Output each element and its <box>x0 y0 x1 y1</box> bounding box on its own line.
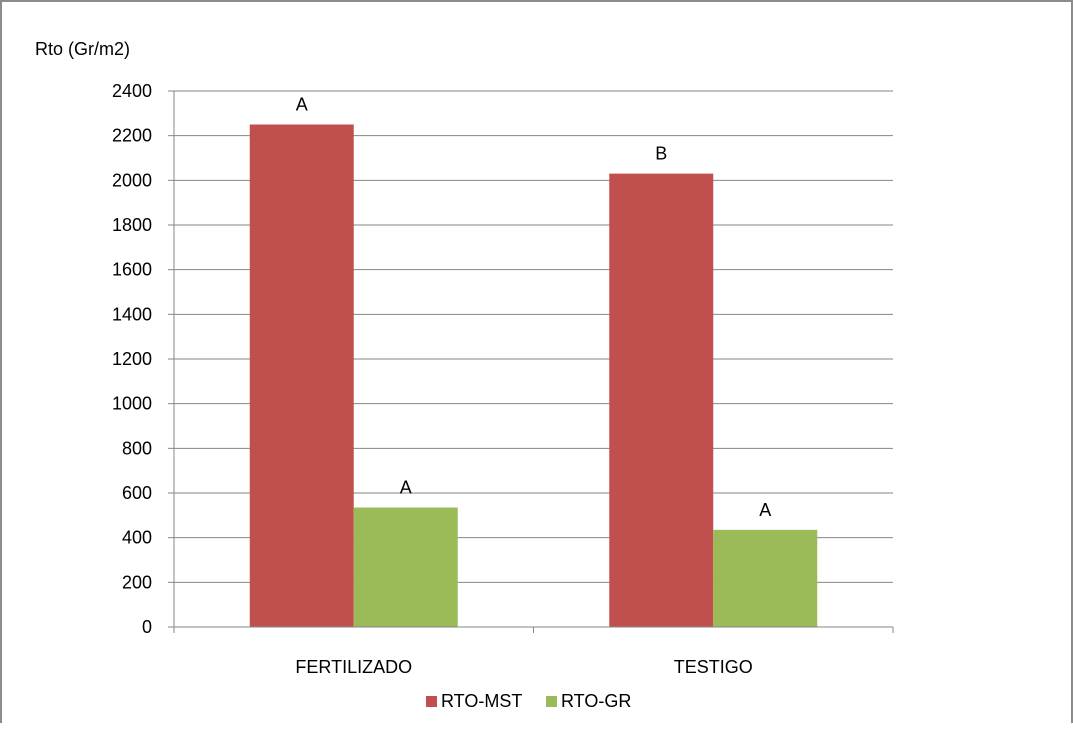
y-tick-label: 800 <box>122 438 152 458</box>
bar-rto-mst-fertilizado <box>249 124 354 627</box>
bar-annotation: A <box>759 500 771 520</box>
legend-swatch <box>426 696 437 707</box>
y-tick-label: 2000 <box>112 170 152 190</box>
y-tick-label: 1400 <box>112 304 152 324</box>
y-tick-label: 2400 <box>112 81 152 101</box>
y-tick-label: 1000 <box>112 394 152 414</box>
bar-annotation: A <box>400 478 412 498</box>
bar-annotation: A <box>296 95 308 115</box>
bar-rto-mst-testigo <box>609 173 714 627</box>
y-tick-label: 400 <box>122 528 152 548</box>
y-tick-label: 1800 <box>112 215 152 235</box>
bar-rto-gr-testigo <box>713 529 818 627</box>
y-tick-label: 200 <box>122 572 152 592</box>
legend-label: RTO-GR <box>561 691 631 711</box>
y-tick-label: 600 <box>122 483 152 503</box>
bar-rto-gr-fertilizado <box>353 507 458 627</box>
legend: RTO-MST RTO-GR <box>426 691 631 711</box>
legend-label: RTO-MST <box>441 691 522 711</box>
axes: 0 200 400 600 800 1000 1200 1400 1600 1800 2000 220… <box>112 81 894 677</box>
y-tick-label: 1600 <box>112 260 152 280</box>
y-tick-label: 1200 <box>112 349 152 369</box>
legend-swatch <box>546 696 557 707</box>
y-tick-label: 0 <box>142 617 152 637</box>
x-category-label: FERTILIZADO <box>295 657 412 677</box>
y-tick-label: 2200 <box>112 126 152 146</box>
x-category-label: TESTIGO <box>674 657 753 677</box>
bar-annotation: B <box>655 144 667 164</box>
bars: A A B A <box>249 95 818 627</box>
y-axis-title: Rto (Gr/m2) <box>35 39 130 59</box>
